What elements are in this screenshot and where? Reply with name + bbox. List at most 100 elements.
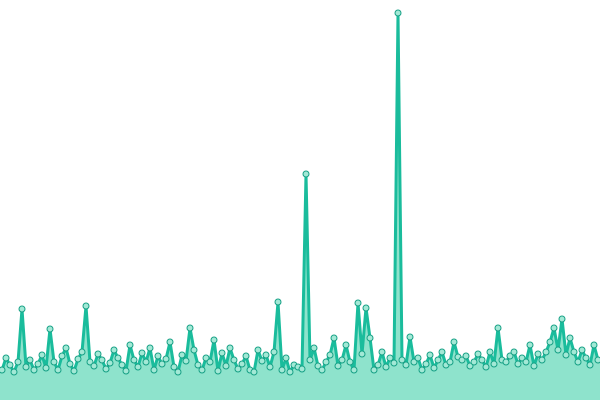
point bbox=[118, 361, 126, 369]
point bbox=[198, 366, 206, 374]
point bbox=[374, 361, 382, 369]
point bbox=[582, 354, 590, 362]
point bbox=[178, 351, 186, 359]
point bbox=[102, 365, 110, 373]
point bbox=[402, 361, 410, 369]
point bbox=[550, 324, 558, 332]
point bbox=[366, 334, 374, 342]
point bbox=[98, 356, 106, 364]
point bbox=[2, 354, 10, 362]
point bbox=[122, 367, 130, 375]
point bbox=[74, 355, 82, 363]
point bbox=[286, 368, 294, 376]
point bbox=[14, 358, 22, 366]
point bbox=[350, 366, 358, 374]
point bbox=[138, 349, 146, 357]
area-line bbox=[0, 11, 600, 374]
point bbox=[54, 366, 62, 374]
point bbox=[86, 358, 94, 366]
point bbox=[142, 358, 150, 366]
point bbox=[518, 354, 526, 362]
point bbox=[438, 348, 446, 356]
point bbox=[302, 170, 310, 178]
point bbox=[390, 359, 398, 367]
point bbox=[310, 344, 318, 352]
point bbox=[190, 346, 198, 354]
point bbox=[34, 360, 42, 368]
point bbox=[470, 358, 478, 366]
point bbox=[230, 356, 238, 364]
point bbox=[338, 356, 346, 364]
point bbox=[150, 366, 158, 374]
point bbox=[594, 356, 600, 364]
point bbox=[266, 363, 274, 371]
point bbox=[434, 356, 442, 364]
point bbox=[330, 334, 338, 342]
point bbox=[298, 365, 306, 373]
point bbox=[70, 367, 78, 375]
point bbox=[322, 358, 330, 366]
point bbox=[466, 362, 474, 370]
point bbox=[546, 338, 554, 346]
point bbox=[590, 341, 598, 349]
point bbox=[398, 356, 406, 364]
point bbox=[410, 358, 418, 366]
point bbox=[318, 366, 326, 374]
point bbox=[578, 346, 586, 354]
point bbox=[574, 358, 582, 366]
point bbox=[386, 354, 394, 362]
point bbox=[66, 360, 74, 368]
point bbox=[534, 350, 542, 358]
point bbox=[42, 364, 50, 372]
point bbox=[510, 348, 518, 356]
point bbox=[22, 363, 30, 371]
point bbox=[222, 362, 230, 370]
point bbox=[202, 354, 210, 362]
point bbox=[90, 362, 98, 370]
point bbox=[46, 325, 54, 333]
point bbox=[474, 350, 482, 358]
point bbox=[562, 351, 570, 359]
point bbox=[566, 334, 574, 342]
point bbox=[554, 346, 562, 354]
point bbox=[182, 357, 190, 365]
point bbox=[326, 351, 334, 359]
point bbox=[78, 348, 86, 356]
point bbox=[538, 356, 546, 364]
point bbox=[530, 362, 538, 370]
point bbox=[210, 336, 218, 344]
point bbox=[418, 366, 426, 374]
point bbox=[30, 366, 38, 374]
point bbox=[358, 350, 366, 358]
point bbox=[114, 354, 122, 362]
point bbox=[490, 360, 498, 368]
point bbox=[26, 356, 34, 364]
point bbox=[522, 358, 530, 366]
point bbox=[0, 366, 6, 374]
point bbox=[334, 362, 342, 370]
point bbox=[426, 351, 434, 359]
point bbox=[214, 367, 222, 375]
point bbox=[282, 354, 290, 362]
point bbox=[382, 363, 390, 371]
point bbox=[18, 305, 26, 313]
point bbox=[254, 346, 262, 354]
point bbox=[82, 302, 90, 310]
point bbox=[166, 338, 174, 346]
point bbox=[346, 358, 354, 366]
point bbox=[446, 358, 454, 366]
point bbox=[542, 348, 550, 356]
point bbox=[258, 357, 266, 365]
point bbox=[158, 360, 166, 368]
point bbox=[174, 368, 182, 376]
point bbox=[146, 344, 154, 352]
point bbox=[422, 360, 430, 368]
point bbox=[414, 354, 422, 362]
point bbox=[506, 352, 514, 360]
point bbox=[450, 338, 458, 346]
point bbox=[134, 363, 142, 371]
point bbox=[354, 299, 362, 307]
point bbox=[478, 356, 486, 364]
point bbox=[406, 333, 414, 341]
